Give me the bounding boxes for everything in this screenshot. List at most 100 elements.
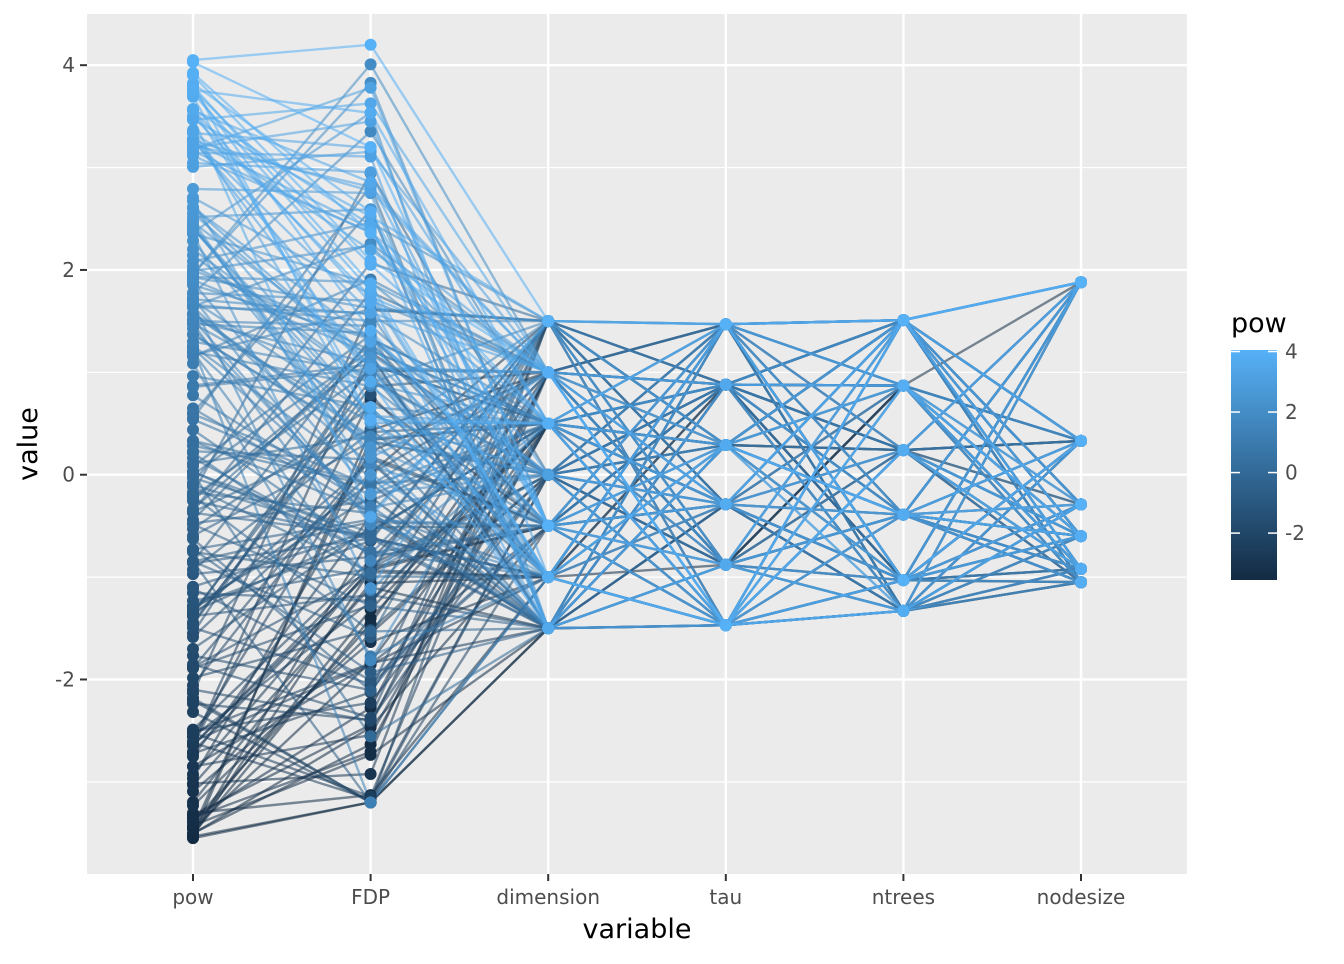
x-tick-label: FDP <box>351 885 390 909</box>
observation-point <box>364 227 377 240</box>
observation-line <box>192 138 1082 580</box>
observation-point <box>364 115 377 128</box>
legend-tick-label: 0 <box>1285 461 1298 485</box>
observation-point <box>364 254 377 267</box>
observation-point <box>364 150 377 163</box>
observation-point <box>364 745 377 758</box>
observation-point <box>1075 276 1087 289</box>
observation-point <box>1075 562 1087 575</box>
y-tick-label: 2 <box>62 258 75 282</box>
observation-point <box>187 124 199 137</box>
observation-point <box>364 414 377 427</box>
observation-point <box>364 711 377 724</box>
observation-point <box>364 468 377 481</box>
y-tick-label: 0 <box>62 463 75 487</box>
y-axis-title: value <box>13 407 44 481</box>
observation-point <box>364 38 377 51</box>
observation-line <box>191 83 1082 628</box>
observation-point <box>364 185 377 198</box>
observation-point <box>364 767 377 780</box>
observation-point <box>542 315 555 328</box>
color-legend: pow 4 2 0 -2 <box>1231 308 1305 580</box>
observation-point <box>187 54 199 67</box>
observation-point <box>364 451 377 464</box>
observation-point <box>187 66 199 79</box>
x-tick-label: pow <box>172 885 213 909</box>
observation-point <box>364 554 377 567</box>
observation-point <box>187 580 199 593</box>
observation-point <box>187 503 199 516</box>
observation-point <box>542 468 555 481</box>
observation-point <box>364 244 377 257</box>
observation-point <box>364 666 377 679</box>
observation-point <box>542 622 555 635</box>
observation-point <box>187 555 199 568</box>
observation-line <box>192 88 1082 537</box>
observation-line <box>192 92 1082 579</box>
observation-point <box>364 125 377 138</box>
observation-point <box>364 306 377 319</box>
x-tick-label: nodesize <box>1037 885 1126 909</box>
observation-point <box>364 684 377 697</box>
observation-point <box>364 730 377 743</box>
observation-line <box>192 88 1082 528</box>
observation-point <box>364 796 377 809</box>
observation-line <box>192 109 1082 613</box>
observation-line <box>192 61 1082 627</box>
observation-point <box>719 558 732 571</box>
observation-point <box>364 582 377 595</box>
legend-tick-label: -2 <box>1285 521 1305 545</box>
observation-point <box>897 379 910 392</box>
observation-point <box>187 760 199 773</box>
observation-point <box>364 176 377 189</box>
observation-line <box>192 118 1082 582</box>
observation-point <box>364 335 377 348</box>
observation-point <box>542 366 555 379</box>
observation-line <box>192 151 1082 630</box>
y-tick-label: 4 <box>62 53 75 77</box>
observation-point <box>364 654 377 667</box>
legend-tick-label: 2 <box>1285 400 1298 424</box>
observation-point <box>364 166 377 179</box>
observation-point <box>187 77 199 90</box>
observation-line <box>192 102 1082 506</box>
observation-point <box>897 508 910 521</box>
observation-point <box>187 706 199 719</box>
observation-point <box>364 531 377 544</box>
x-axis-ticks: pow FDP dimension tau ntrees nodesize <box>172 874 1125 909</box>
legend-ticks: 4 2 0 -2 <box>1231 340 1305 545</box>
legend-title: pow <box>1231 308 1287 339</box>
observation-point <box>1075 576 1087 589</box>
observation-point <box>897 444 910 457</box>
observation-point <box>187 191 199 204</box>
observation-point <box>187 103 199 116</box>
x-tick-label: tau <box>709 885 742 909</box>
observation-point <box>719 318 732 331</box>
observation-point <box>364 430 377 443</box>
observation-point <box>364 81 377 94</box>
observation-point <box>364 324 377 337</box>
observation-line <box>192 43 1082 326</box>
observation-point <box>542 417 555 430</box>
x-tick-label: dimension <box>496 885 600 909</box>
observation-point <box>719 619 732 632</box>
legend-tick-label: 4 <box>1285 340 1298 364</box>
legend-colorbar <box>1231 350 1277 580</box>
observation-point <box>187 182 199 195</box>
observation-point <box>364 488 377 501</box>
observation-point <box>1075 498 1087 511</box>
observation-point <box>364 205 377 218</box>
observation-point <box>187 423 199 436</box>
observation-point <box>364 296 377 309</box>
observation-line <box>192 224 1082 584</box>
observation-point <box>897 314 910 327</box>
observation-point <box>364 141 377 154</box>
observation-point <box>1075 530 1087 543</box>
x-tick-label: ntrees <box>872 885 935 909</box>
observation-point <box>187 243 199 256</box>
observation-point <box>364 362 377 375</box>
observation-point <box>364 441 377 454</box>
observation-point <box>364 401 377 414</box>
